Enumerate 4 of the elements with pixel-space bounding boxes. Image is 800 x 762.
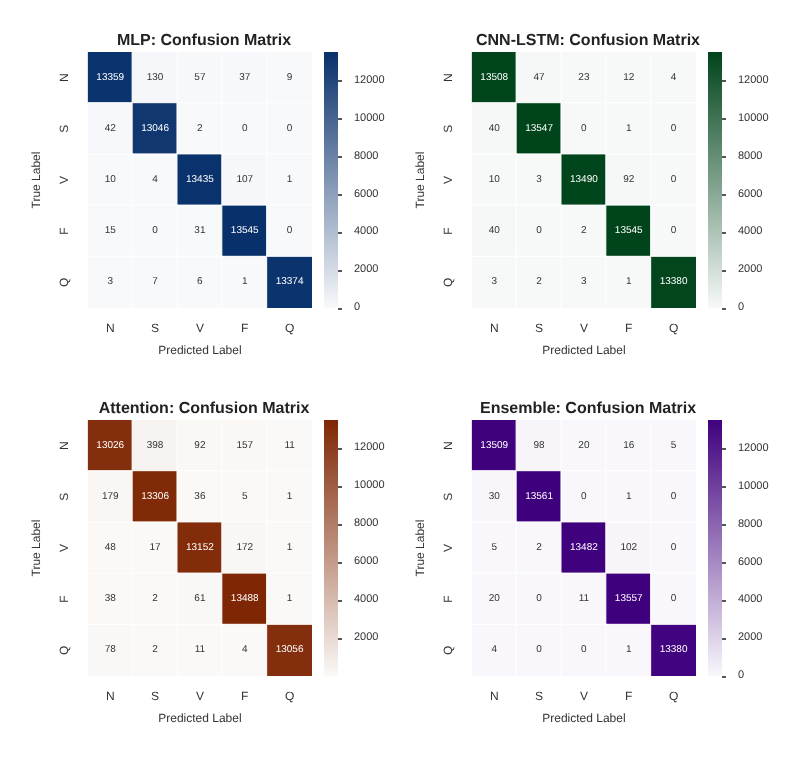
chart-title: Ensemble: Confusion Matrix bbox=[479, 399, 698, 417]
chart-title: MLP: Confusion Matrix bbox=[116, 31, 293, 49]
chart-title: CNN-LSTM: Confusion Matrix bbox=[476, 31, 702, 49]
chart-title: Attention: Confusion Matrix bbox=[98, 399, 311, 417]
